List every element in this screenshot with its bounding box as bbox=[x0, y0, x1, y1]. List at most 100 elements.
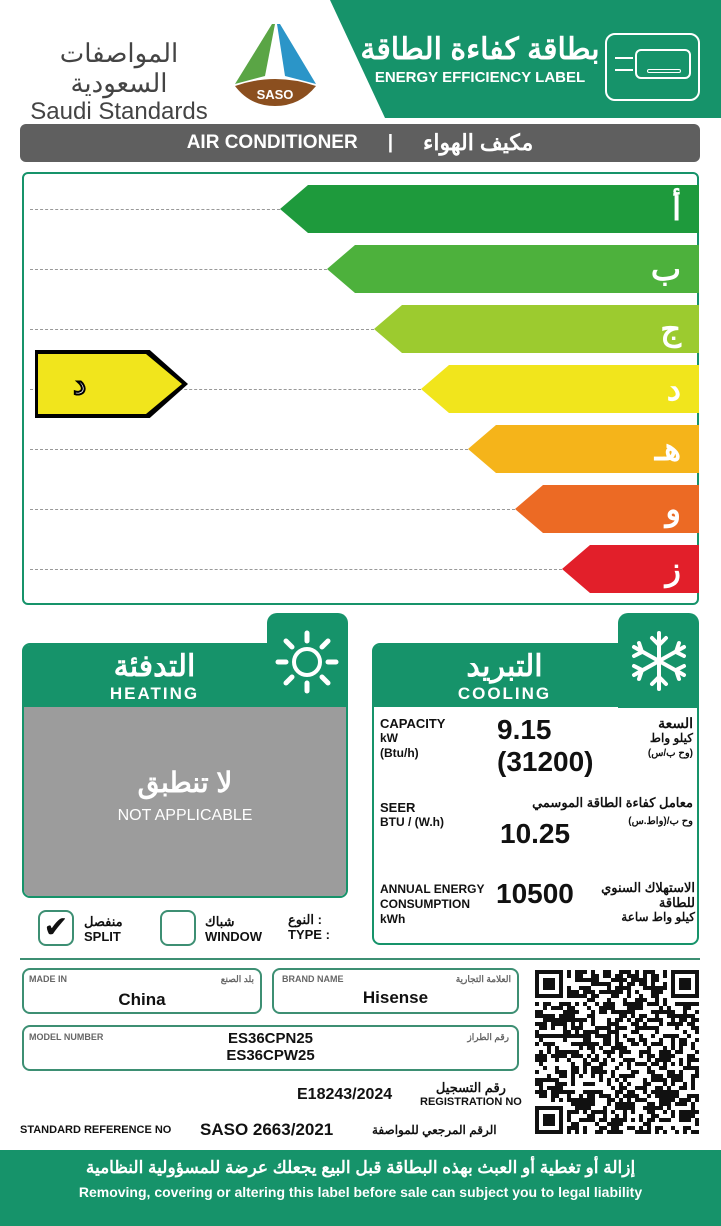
qr-module bbox=[663, 970, 667, 974]
snowflake-icon bbox=[632, 631, 686, 691]
qr-module bbox=[691, 1106, 695, 1110]
qr-module bbox=[679, 1046, 683, 1050]
qr-module bbox=[655, 986, 659, 990]
qr-module bbox=[659, 1054, 663, 1058]
qr-module bbox=[539, 1090, 543, 1094]
heating-panel bbox=[22, 643, 348, 898]
class-arrow: ج bbox=[374, 305, 699, 353]
split-checkbox[interactable]: ✔ bbox=[38, 910, 74, 946]
qr-module bbox=[603, 1062, 607, 1066]
qr-module bbox=[555, 1082, 559, 1086]
qr-module bbox=[659, 1126, 663, 1130]
qr-module bbox=[583, 1030, 587, 1034]
qr-module bbox=[671, 1038, 675, 1042]
split-label: منفصل SPLIT bbox=[84, 914, 123, 944]
qr-module bbox=[627, 1002, 631, 1006]
qr-module bbox=[651, 1062, 655, 1066]
qr-module bbox=[587, 1094, 591, 1098]
qr-module bbox=[635, 1086, 639, 1090]
qr-module bbox=[659, 1074, 663, 1078]
qr-module bbox=[639, 1130, 643, 1134]
qr-module bbox=[647, 970, 651, 974]
annual-energy-label-ar: الاستهلاك السنوي للطاقة كيلو واط ساعة bbox=[601, 880, 695, 924]
qr-module bbox=[551, 1094, 555, 1098]
qr-module bbox=[679, 1114, 683, 1118]
qr-module bbox=[655, 978, 659, 982]
qr-module bbox=[543, 1114, 555, 1126]
cooling-title: التبريد COOLING bbox=[457, 650, 552, 703]
qr-module bbox=[579, 1102, 583, 1106]
qr-module bbox=[595, 1090, 599, 1094]
qr-module bbox=[619, 1122, 623, 1126]
window-checkbox[interactable] bbox=[160, 910, 196, 946]
qr-module bbox=[607, 1054, 611, 1058]
qr-module bbox=[587, 986, 591, 990]
scale-guide-line bbox=[30, 449, 468, 450]
qr-module bbox=[651, 1118, 655, 1122]
qr-module bbox=[671, 1078, 675, 1082]
qr-module bbox=[575, 1126, 579, 1130]
qr-module bbox=[607, 990, 611, 994]
qr-module bbox=[679, 1014, 683, 1018]
qr-module bbox=[603, 974, 607, 978]
qr-module bbox=[615, 1046, 619, 1050]
qr-module bbox=[695, 1118, 699, 1122]
qr-module bbox=[635, 978, 639, 982]
qr-module bbox=[559, 1074, 563, 1078]
qr-module bbox=[691, 1114, 695, 1118]
class-arrow: و bbox=[515, 485, 699, 533]
qr-module bbox=[631, 1042, 635, 1046]
qr-module bbox=[639, 1086, 643, 1090]
qr-module bbox=[631, 1030, 635, 1034]
qr-module bbox=[575, 994, 579, 998]
qr-module bbox=[607, 1034, 611, 1038]
qr-module bbox=[619, 974, 623, 978]
scale-guide-line bbox=[30, 209, 280, 210]
footer-warning: إزالة أو تغطية أو العبث بهذه البطاقة قبل… bbox=[0, 1150, 721, 1226]
qr-module bbox=[671, 1114, 675, 1118]
qr-module bbox=[635, 998, 639, 1002]
qr-module bbox=[687, 1062, 691, 1066]
qr-module bbox=[647, 1082, 651, 1086]
qr-module bbox=[659, 1106, 663, 1110]
qr-module bbox=[551, 1098, 555, 1102]
qr-module bbox=[631, 1002, 635, 1006]
qr-module bbox=[615, 1090, 619, 1094]
qr-module bbox=[639, 1118, 643, 1122]
qr-module bbox=[563, 1010, 567, 1014]
qr-code[interactable] bbox=[535, 970, 699, 1134]
qr-module bbox=[603, 1002, 607, 1006]
qr-module bbox=[631, 1106, 635, 1110]
qr-module bbox=[627, 974, 631, 978]
qr-module bbox=[667, 1090, 671, 1094]
standard-reference-label: STANDARD REFERENCE NO bbox=[20, 1124, 172, 1136]
qr-module bbox=[695, 1010, 699, 1014]
qr-module bbox=[579, 1046, 583, 1050]
qr-module bbox=[603, 1070, 607, 1074]
qr-module bbox=[639, 1098, 643, 1102]
qr-module bbox=[603, 1110, 607, 1114]
qr-module bbox=[603, 1042, 607, 1046]
qr-module bbox=[587, 998, 591, 1002]
qr-module bbox=[567, 1114, 571, 1118]
qr-module bbox=[679, 1062, 683, 1066]
qr-module bbox=[579, 1106, 583, 1110]
qr-module bbox=[587, 990, 591, 994]
qr-module bbox=[635, 974, 639, 978]
made-in-box: MADE IN بلد الصنع China bbox=[22, 968, 262, 1014]
qr-module bbox=[639, 1026, 643, 1030]
qr-module bbox=[655, 990, 659, 994]
qr-module bbox=[595, 994, 599, 998]
qr-module bbox=[639, 1126, 643, 1130]
qr-module bbox=[643, 1026, 647, 1030]
qr-module bbox=[687, 1002, 691, 1006]
qr-module bbox=[543, 1066, 547, 1070]
qr-module bbox=[643, 986, 647, 990]
qr-module bbox=[631, 1022, 635, 1026]
qr-module bbox=[595, 1066, 599, 1070]
qr-module bbox=[639, 982, 643, 986]
qr-module bbox=[639, 1006, 643, 1010]
qr-module bbox=[599, 1026, 603, 1030]
qr-module bbox=[543, 1002, 547, 1006]
qr-module bbox=[631, 1058, 635, 1062]
